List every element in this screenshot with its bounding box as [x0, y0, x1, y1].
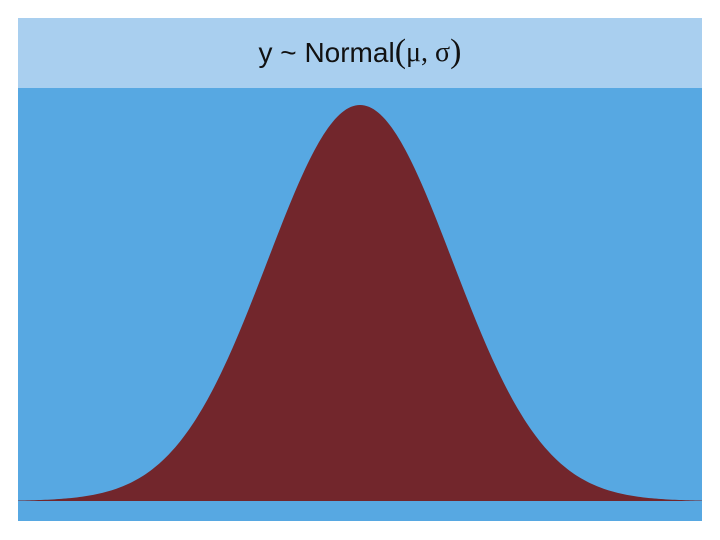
formula-close-paren: )	[450, 33, 462, 70]
normal-density-curve	[18, 105, 702, 501]
formula-params: μ, σ	[406, 37, 451, 68]
header-background	[18, 18, 702, 88]
formula-header: y ~ Normal ( μ, σ )	[18, 18, 702, 88]
density-plot	[18, 88, 702, 521]
formula-lhs: y ~ Normal	[258, 37, 395, 68]
density-plot-svg	[18, 105, 702, 501]
formula-open-paren: (	[394, 33, 407, 70]
diagram-frame: y ~ Normal ( μ, σ )	[18, 18, 702, 521]
